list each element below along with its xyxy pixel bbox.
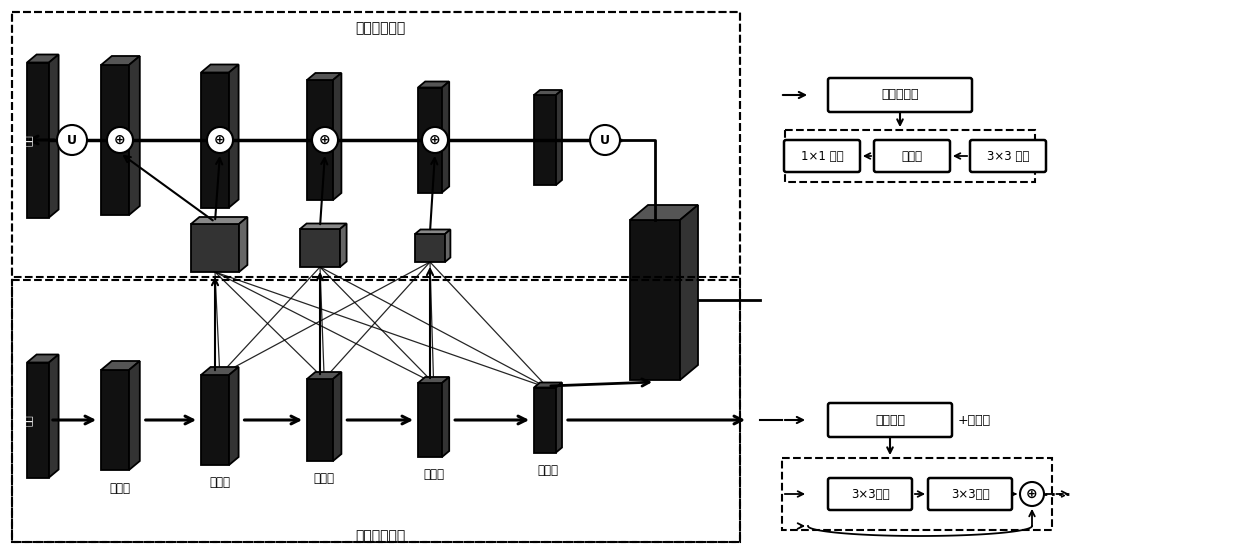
- Polygon shape: [630, 220, 680, 380]
- Text: 3×3卷积: 3×3卷积: [851, 488, 889, 500]
- Polygon shape: [441, 377, 449, 457]
- Polygon shape: [680, 205, 698, 380]
- Text: ⊕: ⊕: [319, 133, 331, 147]
- Polygon shape: [129, 56, 140, 215]
- Polygon shape: [27, 62, 50, 217]
- Circle shape: [422, 127, 448, 153]
- Text: 第二层: 第二层: [210, 476, 231, 489]
- Text: 3×3 卷积: 3×3 卷积: [987, 150, 1029, 162]
- Polygon shape: [300, 229, 340, 267]
- Text: 特征解码模块: 特征解码模块: [355, 21, 405, 35]
- Polygon shape: [50, 54, 58, 217]
- Polygon shape: [100, 361, 140, 370]
- Text: ⊕: ⊕: [215, 133, 226, 147]
- Polygon shape: [129, 361, 140, 470]
- FancyBboxPatch shape: [784, 140, 861, 172]
- Text: ⊕: ⊕: [114, 133, 125, 147]
- Polygon shape: [27, 363, 50, 478]
- Circle shape: [312, 127, 339, 153]
- Polygon shape: [201, 367, 238, 375]
- Polygon shape: [441, 82, 449, 192]
- Polygon shape: [229, 64, 238, 207]
- Text: U: U: [600, 133, 610, 146]
- Polygon shape: [418, 82, 449, 87]
- Polygon shape: [100, 370, 129, 470]
- Polygon shape: [334, 372, 341, 461]
- Circle shape: [1021, 482, 1044, 506]
- Circle shape: [207, 127, 233, 153]
- Polygon shape: [308, 379, 334, 461]
- Polygon shape: [229, 367, 238, 465]
- FancyBboxPatch shape: [874, 140, 950, 172]
- Polygon shape: [415, 234, 445, 262]
- Circle shape: [107, 127, 133, 153]
- Polygon shape: [556, 383, 562, 453]
- Polygon shape: [534, 90, 562, 95]
- Polygon shape: [191, 224, 239, 272]
- Circle shape: [57, 125, 87, 155]
- FancyBboxPatch shape: [928, 478, 1012, 510]
- Circle shape: [590, 125, 620, 155]
- Polygon shape: [239, 217, 248, 272]
- Polygon shape: [334, 73, 341, 200]
- Polygon shape: [418, 87, 441, 192]
- Text: 特征解码层: 特征解码层: [882, 88, 919, 102]
- Polygon shape: [340, 224, 347, 267]
- Text: 第五层: 第五层: [537, 464, 558, 477]
- Polygon shape: [50, 355, 58, 478]
- Polygon shape: [308, 73, 341, 80]
- Text: +下采样: +下采样: [959, 414, 991, 426]
- Polygon shape: [27, 355, 58, 363]
- Polygon shape: [308, 80, 334, 200]
- FancyBboxPatch shape: [828, 403, 952, 437]
- Text: 第一层: 第一层: [110, 481, 131, 494]
- Text: 输出: 输出: [24, 134, 33, 146]
- Polygon shape: [418, 377, 449, 383]
- Polygon shape: [630, 205, 698, 220]
- Polygon shape: [308, 372, 341, 379]
- Text: ⊕: ⊕: [1027, 487, 1038, 501]
- Polygon shape: [534, 383, 562, 388]
- Polygon shape: [27, 54, 58, 62]
- Polygon shape: [556, 90, 562, 185]
- Text: 输入: 输入: [24, 414, 33, 426]
- Text: U: U: [67, 133, 77, 146]
- Polygon shape: [201, 64, 238, 72]
- Text: ⊕: ⊕: [429, 133, 440, 147]
- Text: 3×3卷积: 3×3卷积: [951, 488, 990, 500]
- Text: 1×1 卷积: 1×1 卷积: [801, 150, 843, 162]
- Polygon shape: [100, 56, 140, 65]
- Polygon shape: [418, 383, 441, 457]
- FancyBboxPatch shape: [970, 140, 1047, 172]
- Polygon shape: [201, 72, 229, 207]
- Polygon shape: [100, 65, 129, 215]
- FancyBboxPatch shape: [828, 478, 911, 510]
- Polygon shape: [415, 230, 450, 234]
- Polygon shape: [534, 388, 556, 453]
- FancyBboxPatch shape: [828, 78, 972, 112]
- Polygon shape: [201, 375, 229, 465]
- Polygon shape: [300, 224, 347, 229]
- Text: 第三层: 第三层: [314, 473, 335, 485]
- Text: 上采样: 上采样: [901, 150, 923, 162]
- Text: 特征编码模块: 特征编码模块: [355, 529, 405, 543]
- Text: 残差模块: 残差模块: [875, 414, 905, 426]
- Polygon shape: [445, 230, 450, 262]
- Text: 第四层: 第四层: [423, 469, 444, 481]
- Polygon shape: [534, 95, 556, 185]
- Polygon shape: [191, 217, 248, 224]
